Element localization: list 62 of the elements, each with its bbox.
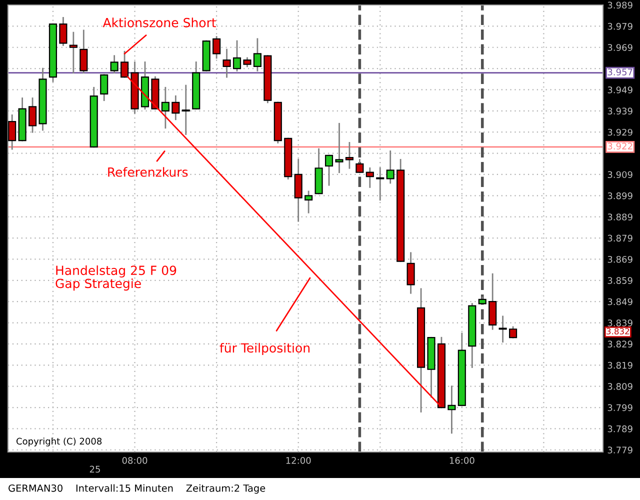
x-tick-label: 16:00 <box>450 457 474 464</box>
y-tick-label: 3.969 <box>608 44 632 51</box>
ref-line-label: 3.922 <box>608 142 632 150</box>
candlestick <box>324 154 334 186</box>
candlestick <box>69 32 78 74</box>
candlestick <box>232 40 242 72</box>
candlestick <box>161 86 170 129</box>
y-tick-label: 3.789 <box>608 425 632 432</box>
y-tick-label: 3.819 <box>608 362 632 369</box>
y-tick-label: 3.949 <box>608 86 632 94</box>
candlestick <box>110 55 118 74</box>
candlestick <box>406 252 415 294</box>
candlestick <box>335 122 344 174</box>
y-tick-label: 3.909 <box>608 171 632 178</box>
candlestick <box>345 142 354 169</box>
candlestick <box>172 95 180 120</box>
y-tick-label: 3.839 <box>608 320 632 326</box>
y-tick-label: 3.899 <box>608 192 632 200</box>
y-tick-label: 3.799 <box>608 404 632 412</box>
candlestick <box>28 98 37 133</box>
y-tick-label: 3.859 <box>608 277 632 284</box>
candlestick <box>448 386 456 434</box>
candlestick <box>376 167 384 201</box>
y-tick-label: 3.889 <box>608 214 632 220</box>
candlestick <box>498 316 507 343</box>
y-tick-label: 3.779 <box>608 446 632 454</box>
candlestick <box>304 190 313 214</box>
candlestick <box>8 114 16 150</box>
y-tick-label: 3.829 <box>608 340 632 348</box>
candlestick <box>488 273 497 330</box>
x-tick-label: 08:00 <box>122 457 148 464</box>
y-tick-label: 3.929 <box>608 128 632 136</box>
y-tick-label: 3.989 <box>608 2 632 9</box>
annotation: für Teilposition <box>220 342 310 356</box>
annotation: Aktionszone Short <box>102 18 216 28</box>
y-tick-label: 3.879 <box>608 234 632 242</box>
candlestick <box>80 30 88 74</box>
ref-line-label: 3.957 <box>608 68 632 76</box>
text: 25 <box>90 466 100 473</box>
y-tick-label: 3.979 <box>608 22 632 30</box>
candlestick <box>253 38 262 72</box>
y-tick-label: 3.869 <box>608 256 632 263</box>
y-tick-label: 3.809 <box>608 383 632 390</box>
candlestick <box>100 74 108 102</box>
candlestick <box>222 48 231 78</box>
annotation: Handelstag 25 F 09 Gap Strategie <box>56 265 176 291</box>
candlestick <box>182 84 190 135</box>
candlestick <box>59 17 68 46</box>
text: 3.832 <box>606 328 630 334</box>
text: GERMAN30 Intervall:15 Minuten Zeitraum:2 Tage <box>8 484 266 494</box>
annotation: Copyright (C) 2008 <box>16 438 102 446</box>
candlestick <box>294 158 302 222</box>
candlestick <box>386 150 394 184</box>
x-tick-label: 12:00 <box>286 457 311 464</box>
candlestick <box>212 36 221 59</box>
annotation: Referenzkurs <box>108 167 188 177</box>
y-tick-label: 3.939 <box>608 108 632 114</box>
candlestick <box>509 326 518 338</box>
candlestick <box>120 50 129 78</box>
candlestick <box>366 167 374 188</box>
candlestick <box>356 158 364 174</box>
y-tick-label: 3.849 <box>608 298 632 306</box>
